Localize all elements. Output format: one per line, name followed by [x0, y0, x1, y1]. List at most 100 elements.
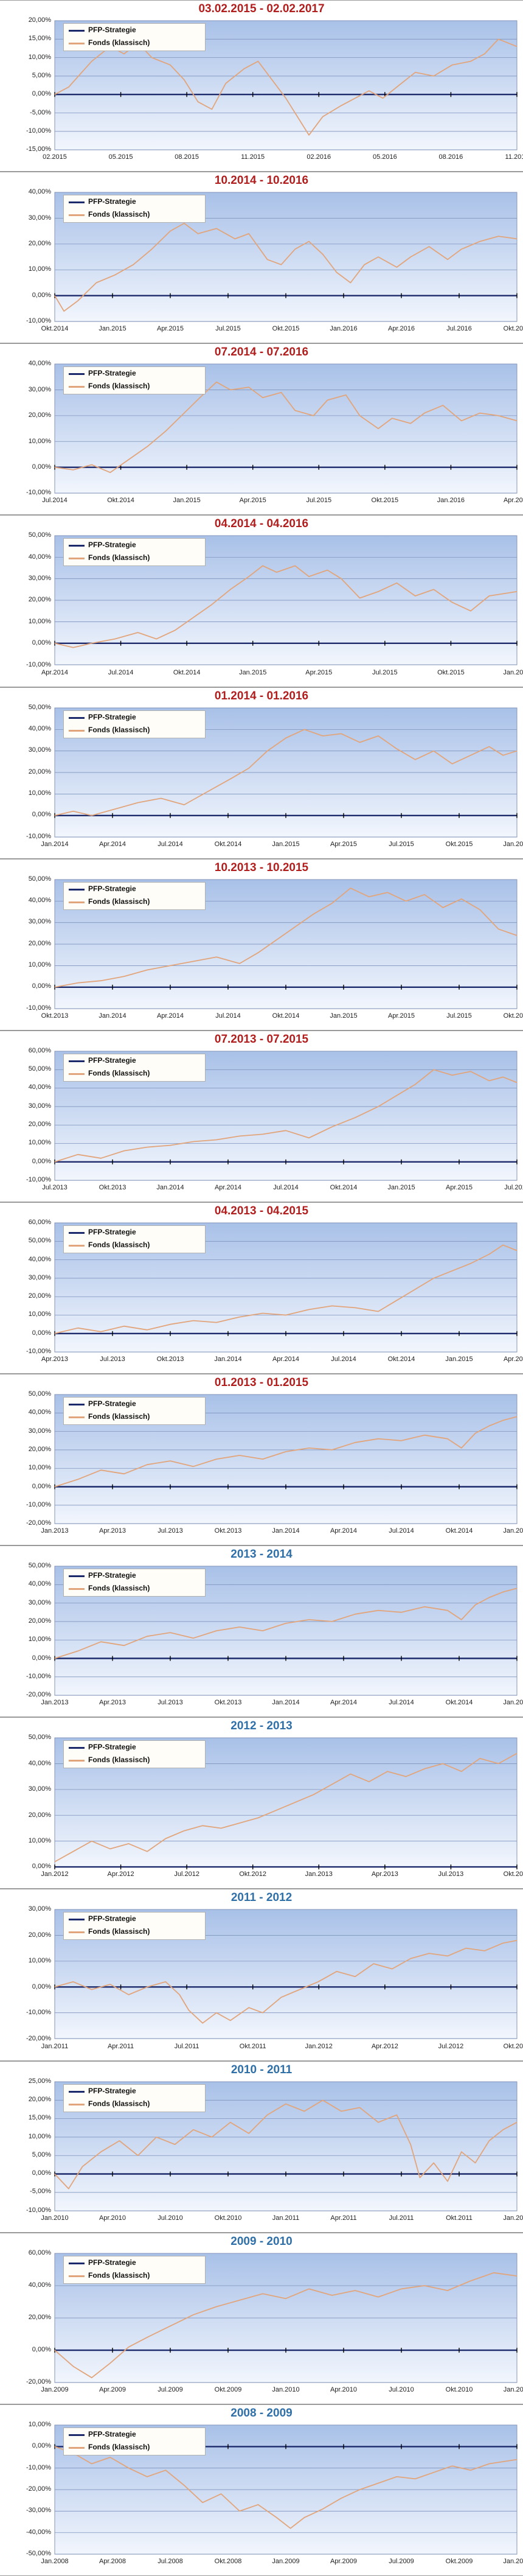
chart-title: 03.02.2015 - 02.02.2017 — [198, 2, 325, 15]
x-tick-label: Okt.2015 — [272, 325, 300, 333]
x-tick-label: Jan.2013 — [41, 1699, 69, 1707]
x-tick-label: Jul.2016 — [446, 325, 472, 333]
y-tick-label: -10,00% — [26, 1004, 51, 1012]
y-tick-label: 40,00% — [28, 1255, 51, 1263]
legend-entry: Fonds (klassisch) — [64, 1411, 205, 1423]
x-tick-label: Apr.2013 — [99, 1699, 126, 1707]
x-tick-label: Apr.2009 — [99, 2385, 126, 2393]
y-tick-label: 10,00% — [28, 617, 51, 625]
y-tick-label: -10,00% — [26, 1673, 51, 1681]
x-tick-label: Jan.2016 — [503, 668, 523, 676]
series-line-fonds-klassisch — [54, 565, 518, 649]
legend-label: Fonds (klassisch) — [88, 2270, 150, 2280]
x-tick-label: Okt.2013 — [214, 1527, 242, 1535]
x-tick-label: Apr.2015 — [445, 1183, 473, 1191]
legend: PFP-Strategie Fonds (klassisch) — [63, 195, 206, 223]
y-tick-label: 30,00% — [28, 1598, 51, 1606]
legend-entry: Fonds (klassisch) — [64, 380, 205, 393]
x-tick-label: Jan.2012 — [41, 1871, 69, 1878]
y-tick-label: 40,00% — [28, 724, 51, 732]
x-tick-label: Apr.2015 — [503, 1356, 523, 1363]
x-tick-label: Okt.2012 — [239, 1871, 267, 1878]
chart-panel: 2009 - 2010 60,00% 40,00% 20,00% 0,00% -20,00… — [0, 2232, 523, 2404]
y-tick-label: 30,00% — [28, 575, 51, 583]
y-tick-label: -10,00% — [26, 489, 51, 497]
legend-entry: Fonds (klassisch) — [64, 1754, 205, 1766]
y-tick-label: -10,00% — [26, 2206, 51, 2214]
legend: PFP-Strategie Fonds (klassisch) — [63, 1397, 206, 1426]
x-tick-label: Okt.2015 — [437, 668, 465, 676]
chart-title: 2010 - 2011 — [230, 2063, 293, 2076]
x-tick-label: Jan.2014 — [99, 1012, 126, 1020]
x-tick-label: Jul.2015 — [306, 497, 332, 505]
legend-entry: PFP-Strategie — [64, 196, 205, 208]
x-tick-label: Jan.2012 — [305, 2042, 333, 2050]
y-tick-label: 10,00% — [28, 437, 51, 445]
legend-label: PFP-Strategie — [88, 1227, 136, 1236]
chart-svg — [54, 1737, 518, 1870]
y-tick-label: -5,00% — [30, 108, 51, 116]
legend-label: PFP-Strategie — [88, 2258, 136, 2267]
legend-swatch — [69, 373, 85, 376]
legend-label: PFP-Strategie — [88, 1914, 136, 1923]
x-tick-label: Okt.2009 — [214, 2385, 242, 2393]
legend: PFP-Strategie Fonds (klassisch) — [63, 1053, 206, 1082]
y-tick-label: 40,00% — [28, 1083, 51, 1091]
x-tick-label: Okt.2014 — [330, 1183, 358, 1191]
legend-label: Fonds (klassisch) — [88, 1584, 150, 1593]
x-tick-label: Jan.2016 — [330, 325, 358, 333]
y-tick-label: -5,00% — [30, 2188, 51, 2196]
x-tick-label: Apr.2014 — [99, 840, 126, 848]
x-tick-label: 05.2016 — [372, 153, 397, 161]
x-tick-label: 02.2016 — [307, 153, 331, 161]
y-tick-label: 20,00% — [28, 239, 51, 247]
y-tick-label: 10,00% — [28, 961, 51, 969]
x-tick-label: Jan.2015 — [387, 1183, 415, 1191]
legend-label: Fonds (klassisch) — [88, 1240, 150, 1249]
series-line-fonds-klassisch — [54, 1753, 518, 1863]
legend-entry: PFP-Strategie — [64, 1570, 205, 1582]
x-tick-label: Okt.2014 — [445, 1699, 473, 1707]
series-line-fonds-klassisch — [54, 382, 518, 474]
y-tick-label: 10,00% — [28, 1837, 51, 1845]
x-tick-label: Jul.2010 — [158, 2214, 183, 2222]
legend-swatch — [69, 716, 85, 719]
x-tick-label: Apr.2008 — [99, 2557, 126, 2565]
y-tick-label: 40,00% — [28, 1409, 51, 1416]
legend-swatch — [69, 545, 85, 547]
y-tick-label: 20,00% — [28, 596, 51, 604]
legend-label: Fonds (klassisch) — [88, 897, 150, 906]
x-tick-label: Okt.2011 — [239, 2042, 266, 2050]
x-tick-label: Okt.2015 — [371, 497, 399, 505]
legend-label: Fonds (klassisch) — [88, 1412, 150, 1421]
chart-svg — [54, 1222, 518, 1353]
x-tick-label: Jul.2009 — [389, 2557, 414, 2565]
chart-panel: 10.2013 - 10.2015 50,00% 40,00% 30,00% 20,00… — [0, 858, 523, 1031]
legend-entry: Fonds (klassisch) — [64, 1068, 205, 1080]
legend: PFP-Strategie Fonds (klassisch) — [63, 1569, 206, 1597]
legend-swatch — [69, 558, 85, 560]
x-tick-label: Apr.2009 — [330, 2557, 358, 2565]
legend-swatch — [69, 201, 85, 204]
y-tick-label: 10,00% — [28, 1311, 51, 1318]
y-tick-label: 30,00% — [28, 1905, 51, 1913]
legend-entry: PFP-Strategie — [64, 2085, 205, 2098]
x-tick-label: Apr.2012 — [371, 2042, 398, 2050]
series-line-fonds-klassisch — [54, 1416, 518, 1488]
y-tick-label: 60,00% — [28, 2249, 51, 2256]
y-tick-label: 30,00% — [28, 746, 51, 754]
x-tick-label: Apr.2012 — [107, 1871, 134, 1878]
chart-title: 2009 - 2010 — [230, 2235, 293, 2248]
x-tick-label: Apr.2016 — [503, 497, 523, 505]
legend-label: PFP-Strategie — [88, 1055, 136, 1065]
legend-swatch — [69, 1416, 85, 1419]
legend-label: PFP-Strategie — [88, 1571, 136, 1580]
legend-entry: PFP-Strategie — [64, 539, 205, 551]
chart-title: 2008 - 2009 — [230, 2406, 293, 2420]
x-tick-label: Okt.2013 — [99, 1183, 126, 1191]
chart-title: 01.2013 - 01.2015 — [214, 1376, 309, 1390]
y-tick-label: 10,00% — [28, 2420, 51, 2428]
legend: PFP-Strategie Fonds (klassisch) — [63, 881, 206, 910]
x-tick-label: Jul.2015 — [446, 1012, 472, 1020]
legend-label: PFP-Strategie — [88, 541, 136, 550]
